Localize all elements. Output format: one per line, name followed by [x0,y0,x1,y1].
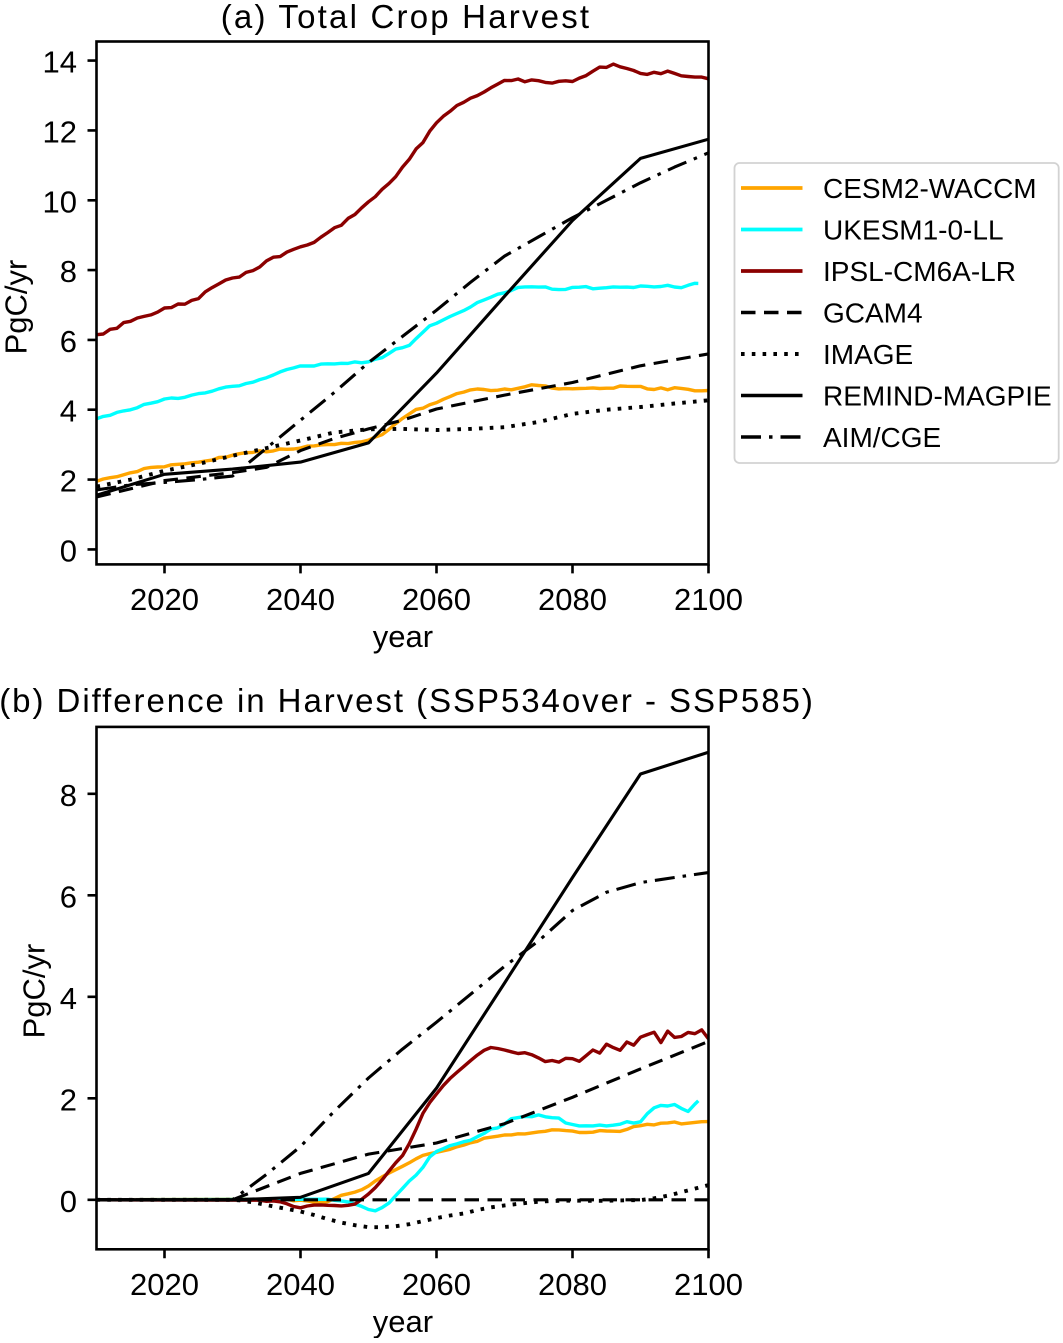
svg-text:2080: 2080 [538,582,607,617]
svg-text:2040: 2040 [266,1267,335,1302]
svg-text:REMIND-MAGPIE: REMIND-MAGPIE [823,381,1052,412]
svg-text:2100: 2100 [674,1267,743,1302]
svg-text:4: 4 [60,394,77,429]
svg-text:year: year [373,1304,433,1338]
svg-text:14: 14 [43,45,77,80]
svg-text:(a) Total Crop Harvest: (a) Total Crop Harvest [221,0,592,35]
svg-text:IMAGE: IMAGE [823,339,913,370]
svg-text:(b) Difference in Harvest (SSP: (b) Difference in Harvest (SSP534over - … [0,682,815,719]
svg-text:0: 0 [60,1184,77,1219]
svg-text:8: 8 [60,254,77,289]
svg-text:10: 10 [43,184,77,219]
svg-text:12: 12 [43,114,77,149]
svg-text:4: 4 [60,981,77,1016]
svg-text:CESM2-WACCM: CESM2-WACCM [823,173,1037,204]
svg-text:GCAM4: GCAM4 [823,298,923,329]
svg-text:0: 0 [60,533,77,568]
svg-text:2020: 2020 [130,582,199,617]
svg-text:2060: 2060 [402,582,471,617]
svg-text:PgC/yr: PgC/yr [0,260,34,355]
svg-text:PgC/yr: PgC/yr [17,944,52,1039]
svg-text:6: 6 [60,324,77,359]
svg-text:2100: 2100 [674,582,743,617]
svg-text:2080: 2080 [538,1267,607,1302]
svg-text:UKESM1-0-LL: UKESM1-0-LL [823,215,1004,246]
svg-text:2060: 2060 [402,1267,471,1302]
svg-text:2: 2 [60,464,77,499]
svg-text:IPSL-CM6A-LR: IPSL-CM6A-LR [823,256,1016,287]
svg-text:2020: 2020 [130,1267,199,1302]
svg-text:8: 8 [60,778,77,813]
svg-text:2: 2 [60,1082,77,1117]
svg-text:6: 6 [60,879,77,914]
svg-text:AIM/CGE: AIM/CGE [823,422,941,453]
svg-text:2040: 2040 [266,582,335,617]
svg-text:year: year [373,619,433,654]
